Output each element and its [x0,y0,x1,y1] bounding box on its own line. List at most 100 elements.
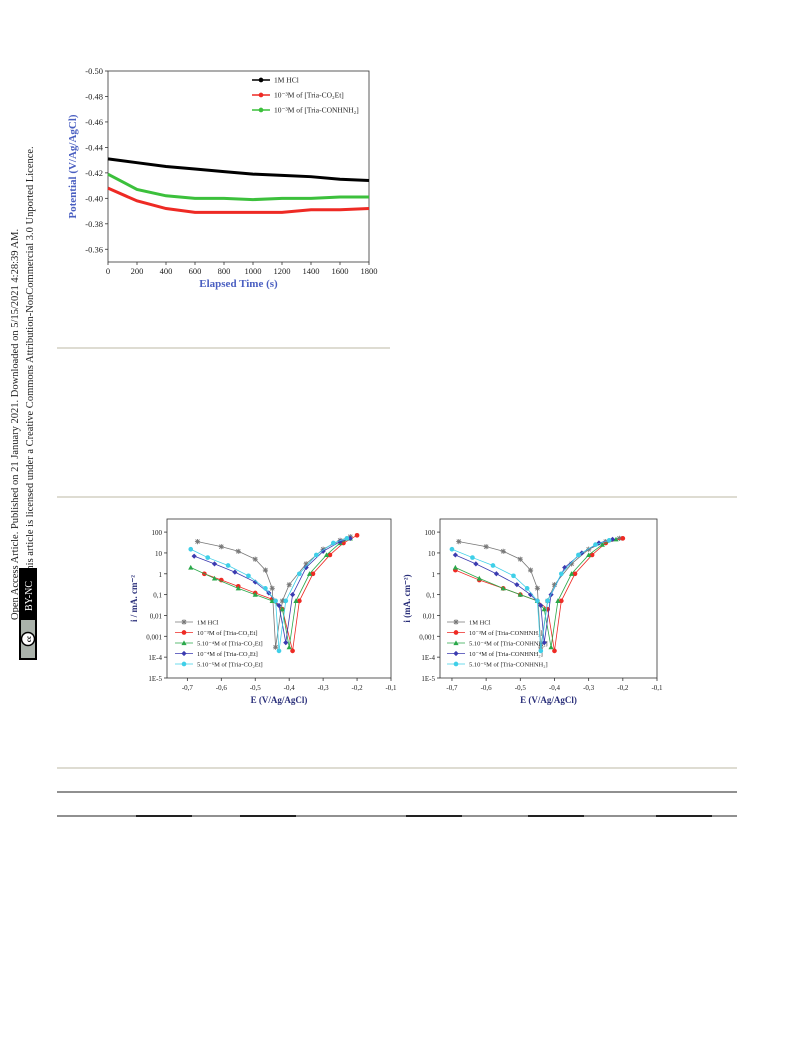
marker [225,563,231,568]
marker [456,539,462,545]
legend-label: 10⁻⁴M of [Tria-CONHNH₂] [469,651,543,658]
marker [535,598,540,604]
y-tick-label: 100 [425,529,436,537]
x-tick-label: 400 [160,266,173,276]
marker [453,650,459,657]
marker [599,542,605,547]
y-tick-label: -0.40 [85,193,103,203]
marker [188,564,194,570]
marker [453,630,459,635]
marker [527,592,534,598]
chart: -0,7 -0,6 -0,5 -0,4 -0,3 -0,2 -0,1 100 10 1 0,1 0,0… [402,518,663,705]
x-tick-label: 1000 [245,266,262,276]
legend-label: 10⁻³M of [Tria-CO₂Et] [197,630,258,637]
sidebar: Open Access Article. Published on 21 Jan… [10,146,37,660]
marker [303,561,309,567]
marker [327,552,333,558]
y-tick-label: -0.44 [85,142,103,152]
marker [286,644,292,650]
marker [568,571,575,576]
marker [263,586,268,591]
marker [337,539,343,545]
x-tick-label: 800 [218,266,231,276]
sidebar-line: Open Access Article. Published on 21 Jan… [10,229,21,620]
marker [188,546,194,552]
x-tick-label: -0,3 [583,684,595,692]
x-tick-label: 1800 [361,266,378,276]
y-tick-label: 1E-4 [421,654,435,662]
series-line [107,186,370,214]
x-tick-label: 1400 [303,266,320,276]
marker [545,598,550,604]
y-tick-label: 0,001 [146,633,162,641]
y-tick-label: 0,01 [423,612,436,620]
marker [593,542,598,547]
marker [572,571,578,577]
x-tick-label: -0,1 [385,684,397,692]
marker [453,640,459,646]
x-tick-label: 0 [106,266,110,276]
marker [218,544,224,550]
chart: 0 200 400 600 800 1000 1200 1400 1600 1800 -0.50 -0… [67,66,378,290]
y-axis-label: Potential (V/Ag/AgCl) [67,114,79,219]
marker [279,606,285,612]
marker [205,555,211,560]
marker [258,77,264,83]
legend-label: 10⁻³M of [Tria-CO₂Et] [274,91,344,100]
y-axis-label: i (mA. cm⁻²) [402,574,412,622]
marker [347,535,353,541]
y-tick-label: 1 [159,571,163,579]
marker [235,548,241,554]
badge-icon: cc [25,636,33,642]
x-tick-label: -0,4 [284,684,296,692]
marker [524,586,530,591]
y-tick-label: -0.48 [85,91,103,101]
series-line [451,540,610,651]
x-tick-label: -0,5 [250,684,262,692]
marker [258,107,264,113]
legend-label: 5.10⁻⁵M of [Tria-CONHNH₂] [469,662,548,669]
marker [181,650,187,657]
marker [493,571,499,577]
marker [313,552,319,558]
chart: -0,7 -0,6 -0,5 -0,4 -0,3 -0,2 -0,1 100 10 1 0,1 0,0… [129,518,397,705]
marker [276,648,282,654]
x-axis-label: E (V/Ag/AgCl) [520,695,577,705]
marker [453,619,459,625]
marker [538,648,544,654]
x-axis-label: Elapsed Time (s) [199,278,278,290]
cc-badge: cc BY-NC [19,568,37,660]
y-tick-label: -0.46 [85,117,103,127]
x-tick-label: -0,7 [182,684,194,692]
marker [620,536,626,541]
marker [449,546,455,552]
y-tick-label: -0.36 [85,244,103,254]
marker [306,571,313,576]
y-tick-label: 100 [152,529,163,537]
marker [218,577,224,583]
sidebar-line: This article is licensed under a Creativ… [25,146,36,577]
marker [490,563,496,568]
marker [211,561,218,567]
y-tick-label: 10 [155,550,163,558]
legend-label: 1M HCl [274,76,299,85]
legend-label: 1M HCl [469,620,491,627]
marker [310,571,316,577]
marker [252,579,258,585]
marker [283,639,289,646]
marker [453,661,459,667]
plot-area [107,70,370,263]
x-tick-label: -0,2 [617,684,629,692]
marker [452,564,458,570]
y-tick-label: 0,001 [419,633,435,641]
marker [273,598,278,604]
y-tick-label: 1E-5 [148,675,162,683]
marker [252,592,258,597]
series-line [190,537,348,651]
y-tick-label: -0.42 [85,168,103,178]
marker [470,555,475,560]
marker [527,567,534,573]
y-tick-label: 0,1 [153,592,162,600]
y-tick-label: -0.50 [85,66,103,76]
y-tick-label: 0,01 [150,612,163,620]
